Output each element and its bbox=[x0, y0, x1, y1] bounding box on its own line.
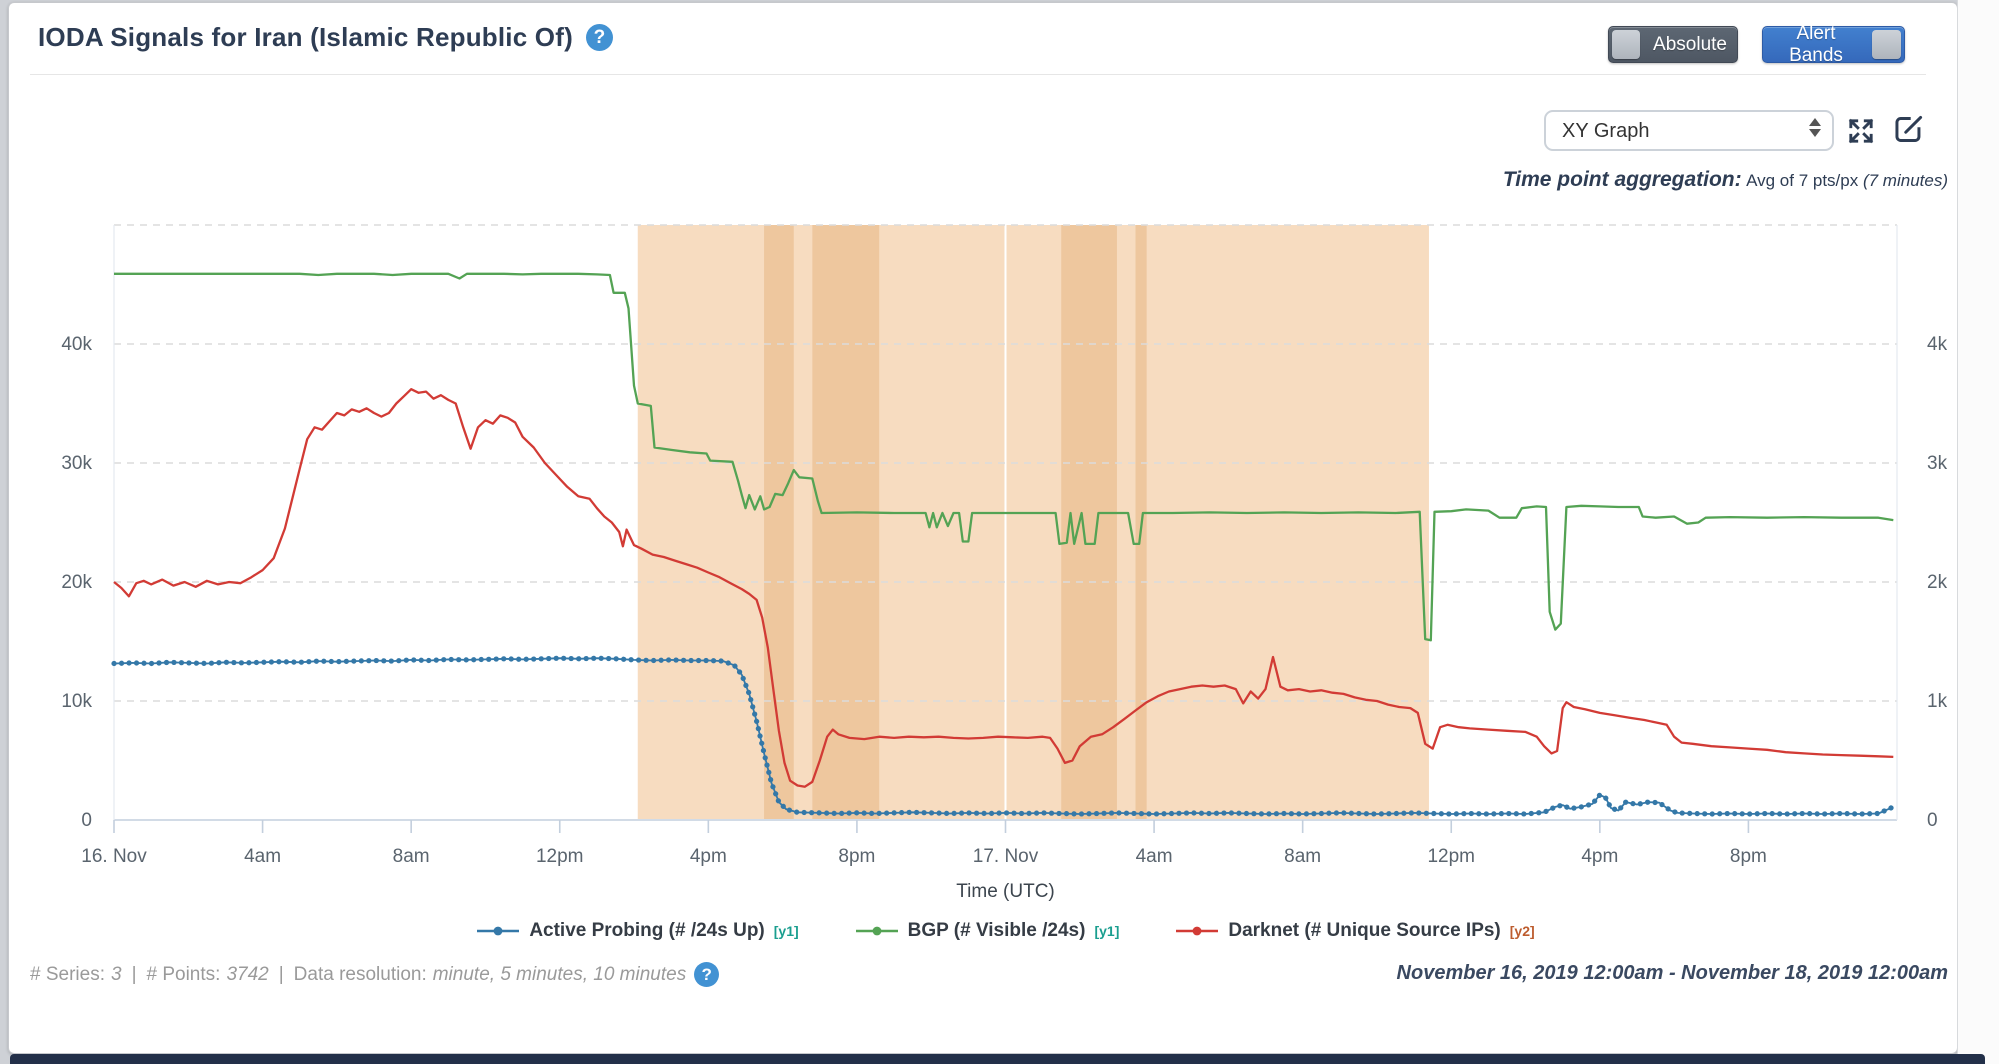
alert-band-dark bbox=[812, 225, 880, 819]
y1-tick-label: 20k bbox=[61, 572, 92, 593]
x-tick-label: 4am bbox=[244, 846, 281, 867]
aggregation-info: Time point aggregation: Avg of 7 pts/px … bbox=[1502, 168, 1948, 191]
resolution-help-icon[interactable]: ? bbox=[694, 962, 720, 987]
y2-tick-label: 1k bbox=[1927, 691, 1948, 712]
legend-item-darknet[interactable]: Darknet (# Unique Source IPs) [y2] bbox=[1175, 920, 1535, 942]
y2-tick-label: 3k bbox=[1927, 453, 1948, 474]
toggle-handle bbox=[1872, 30, 1901, 59]
legend-item-active-probing[interactable]: Active Probing (# /24s Up) [y1] bbox=[476, 920, 799, 942]
y1-tick-label: 0 bbox=[81, 810, 92, 831]
x-tick-label: 4pm bbox=[1581, 846, 1618, 867]
absolute-toggle-label: Absolute bbox=[1653, 33, 1727, 55]
expand-arrows-icon[interactable] bbox=[1846, 116, 1876, 146]
x-tick-label: 8pm bbox=[838, 846, 875, 867]
legend-marker-active-probing bbox=[477, 926, 520, 936]
x-tick-label: 4am bbox=[1136, 846, 1173, 867]
edit-pencil-icon[interactable] bbox=[1892, 113, 1925, 146]
series-bgp-line bbox=[114, 272, 1894, 642]
aggregation-label: Time point aggregation: bbox=[1502, 168, 1742, 191]
title-help-icon[interactable]: ? bbox=[585, 24, 613, 51]
header-divider bbox=[30, 74, 1926, 75]
x-tick-label: 17. Nov bbox=[973, 846, 1039, 867]
legend-axis-tag: [y2] bbox=[1509, 923, 1535, 939]
x-tick-label: 8pm bbox=[1730, 846, 1767, 867]
x-tick-label: 16. Nov bbox=[81, 846, 147, 867]
series-darknet-line bbox=[113, 388, 1894, 788]
x-tick-label: 4pm bbox=[690, 846, 727, 867]
legend-item-bgp[interactable]: BGP (# Visible /24s) [y1] bbox=[855, 920, 1120, 942]
x-tick-label: 8am bbox=[1284, 846, 1321, 867]
y1-tick-label: 40k bbox=[61, 334, 92, 355]
alert-bands-toggle-label: Alert Bands bbox=[1789, 22, 1843, 66]
y1-tick-label: 10k bbox=[61, 691, 92, 712]
legend-axis-tag: [y1] bbox=[773, 923, 799, 939]
absolute-toggle-button[interactable]: Absolute bbox=[1608, 26, 1738, 63]
date-range: November 16, 2019 12:00am - November 18,… bbox=[1396, 962, 1948, 984]
x-tick-label: 12pm bbox=[536, 846, 584, 867]
scrollbar-track[interactable] bbox=[1957, 0, 1999, 1064]
legend-label: Darknet (# Unique Source IPs) bbox=[1228, 920, 1501, 941]
legend-axis-tag: [y1] bbox=[1094, 923, 1120, 939]
y2-tick-label: 2k bbox=[1927, 572, 1948, 593]
legend-label: Active Probing (# /24s Up) bbox=[529, 920, 765, 941]
chart-stats: # Series: 3 | # Points: 3742 | Data resolu… bbox=[30, 962, 720, 987]
toggle-handle bbox=[1612, 30, 1641, 59]
y2-tick-label: 0 bbox=[1927, 810, 1938, 831]
legend-marker-bgp bbox=[855, 926, 898, 936]
graph-type-select[interactable]: XY Graph bbox=[1544, 110, 1834, 151]
x-tick-label: 8am bbox=[393, 846, 430, 867]
series-active-probing-markers bbox=[111, 655, 1896, 817]
legend-marker-darknet bbox=[1176, 926, 1219, 936]
x-tick-label: 12pm bbox=[1427, 846, 1475, 867]
y1-tick-label: 30k bbox=[61, 453, 92, 474]
x-axis-title: Time (UTC) bbox=[956, 881, 1055, 902]
chart-legend: Active Probing (# /24s Up) [y1] BGP (# Vis… bbox=[114, 920, 1897, 942]
alert-band-dark bbox=[764, 225, 794, 819]
legend-label: BGP (# Visible /24s) bbox=[907, 920, 1086, 941]
alert-bands-toggle-button[interactable]: Alert Bands bbox=[1762, 23, 1905, 66]
page-title: IODA Signals for Iran (Islamic Republic … bbox=[38, 22, 573, 52]
next-panel-edge bbox=[10, 1054, 1985, 1064]
y2-tick-label: 4k bbox=[1927, 334, 1948, 355]
